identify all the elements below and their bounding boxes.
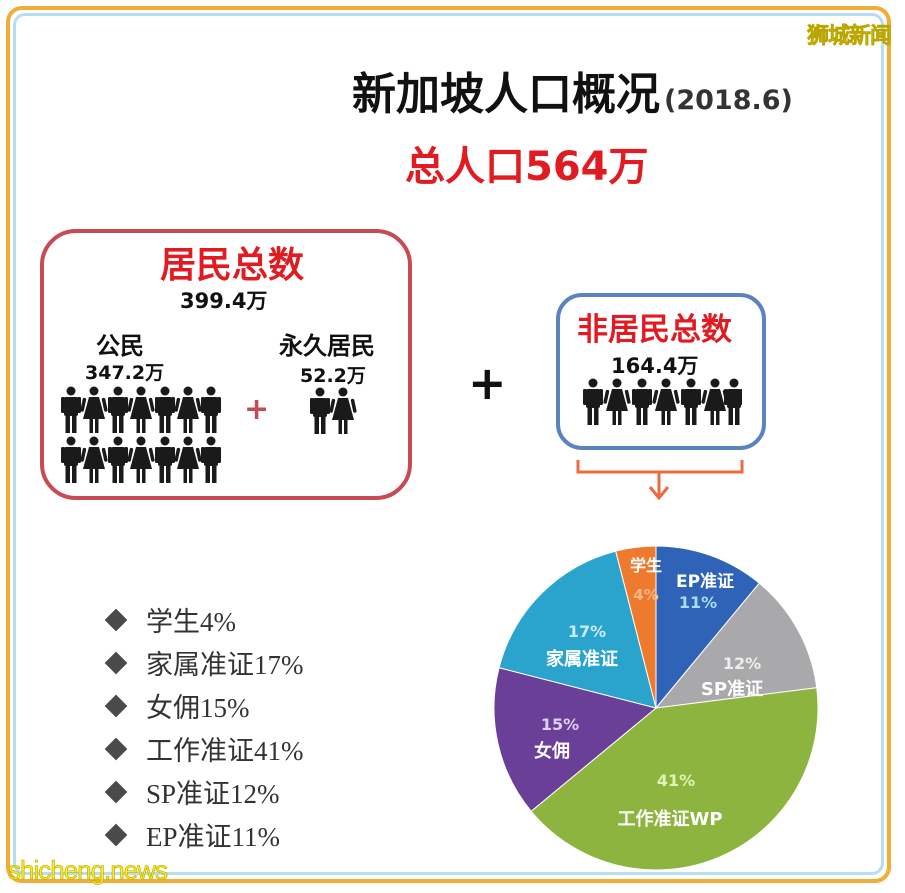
title-text: 新加坡人口概况 (352, 69, 660, 120)
plus-operator: + (468, 356, 507, 410)
pie-pct-ep: 11% (679, 593, 717, 612)
pie-label-student: 学生 (630, 556, 662, 575)
total-population: 总人口564万 (405, 144, 649, 190)
non-residents-pie-chart: 学生 4% EP准证 11% 17% 家属准证 12% SP准证 15% 女佣 … (493, 545, 819, 871)
legend-label: 女佣15% (146, 693, 250, 723)
citizens-label: 公民 (96, 332, 144, 360)
citizens-people-icons (61, 386, 221, 483)
pie-pct-maid: 15% (541, 715, 579, 734)
watermark-bottom: shicheng.news (8, 855, 169, 886)
title-date: (2018.6) (664, 85, 793, 116)
outer-frame (6, 6, 891, 883)
pr-people-icons (310, 387, 357, 434)
residents-title: 居民总数 (160, 245, 305, 286)
residents-plus-sign: + (244, 392, 270, 427)
page-title: 新加坡人口概况 (2018.6) (352, 58, 793, 122)
citizens-count: 347.2万 (85, 362, 165, 384)
pie-slice-0 (655, 545, 760, 710)
legend-item: EP准证11% (104, 813, 304, 856)
pie-label-wp: 工作准证WP (617, 808, 722, 830)
bracket-arrow-icon (576, 460, 744, 501)
pie-label-dependant: 家属准证 (546, 648, 618, 670)
legend-item: 学生4% (104, 598, 304, 641)
pie-label-sp: SP准证 (701, 678, 763, 700)
diamond-bullet-icon (104, 694, 128, 717)
pie-slice-1 (654, 582, 818, 709)
residents-box (40, 229, 412, 500)
pie-pct-wp: 41% (657, 771, 695, 790)
legend-label: EP准证11% (146, 822, 280, 852)
legend-item: 女佣15% (104, 684, 304, 727)
diamond-bullet-icon (104, 780, 128, 803)
pie-pct-sp: 12% (723, 654, 761, 673)
pie-slice-2 (530, 687, 819, 871)
pie-pct-student: 4% (633, 586, 658, 604)
diamond-bullet-icon (104, 737, 128, 760)
diamond-bullet-icon (104, 823, 128, 846)
non-residents-people-icons (583, 378, 742, 425)
legend-item: SP准证12% (104, 770, 304, 813)
non-residents-title: 非居民总数 (577, 312, 732, 348)
legend-list: 学生4% 家属准证17% 女佣15% 工作准证41% SP准证12% EP准证1… (104, 598, 304, 856)
legend-label: 家属准证17% (146, 650, 304, 680)
pie-label-ep: EP准证 (676, 572, 734, 592)
non-residents-count: 164.4万 (611, 354, 699, 378)
watermark-top: 狮城新闻 (806, 24, 893, 50)
pie-slice-4 (498, 550, 657, 709)
pie-pct-dependant: 17% (568, 622, 606, 641)
residents-count: 399.4万 (180, 289, 268, 313)
legend-label: 学生4% (146, 607, 236, 637)
pr-label: 永久居民 (279, 332, 375, 360)
diamond-bullet-icon (104, 651, 128, 674)
pie-slice-5 (615, 545, 657, 709)
legend-label: SP准证12% (146, 779, 280, 809)
pie-label-maid: 女佣 (534, 740, 570, 762)
diamond-bullet-icon (104, 608, 128, 631)
pie-slice-3 (493, 667, 658, 812)
legend-label: 工作准证41% (146, 736, 304, 766)
legend-item: 工作准证41% (104, 727, 304, 770)
legend-item: 家属准证17% (104, 641, 304, 684)
pr-count: 52.2万 (300, 365, 366, 387)
non-residents-box (556, 293, 766, 450)
